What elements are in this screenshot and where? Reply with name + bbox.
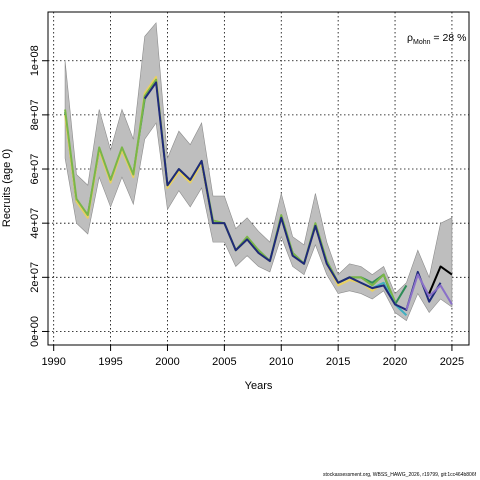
- series-line-7: [428, 265, 453, 294]
- x-axis-label: Years: [245, 380, 273, 392]
- y-tick-label: 1e+08: [29, 45, 41, 76]
- x-tick-label: 2015: [326, 356, 350, 368]
- x-tick-label: 1995: [98, 356, 122, 368]
- rho-annotation: ρMohn = 28 %: [407, 32, 466, 46]
- x-tick-label: 2025: [440, 356, 464, 368]
- rho-value: = 28 %: [431, 32, 467, 44]
- x-tick-label: 1990: [41, 356, 65, 368]
- y-tick-label: 6e+07: [29, 154, 41, 185]
- y-tick-label: 8e+07: [29, 99, 41, 130]
- x-tick-label: 2010: [269, 356, 293, 368]
- confidence-band: [64, 22, 453, 322]
- series-lines: [64, 75, 453, 316]
- x-tick-label: 2000: [155, 356, 179, 368]
- x-axis: 1990 1995 2000 2005 2010 2015 2020 2025: [41, 344, 464, 368]
- y-axis: 0e+00 2e+07 4e+07 6e+07 8e+07 1e+08: [29, 45, 49, 347]
- y-tick-label: 2e+07: [29, 262, 41, 293]
- rho-symbol: ρ: [407, 32, 413, 44]
- y-tick-label: 0e+00: [29, 316, 41, 347]
- x-tick-label: 2005: [212, 356, 236, 368]
- footer-text: stockassessment.org, WBSS_HAWG_2026, r19…: [323, 472, 477, 478]
- y-tick-label: 4e+07: [29, 208, 41, 239]
- rho-subscript: Mohn: [413, 39, 431, 46]
- series-line-6: [405, 273, 453, 311]
- x-tick-label: 2020: [383, 356, 407, 368]
- series-line-5: [143, 81, 442, 311]
- y-axis-label: Recruits (age 0): [1, 149, 13, 227]
